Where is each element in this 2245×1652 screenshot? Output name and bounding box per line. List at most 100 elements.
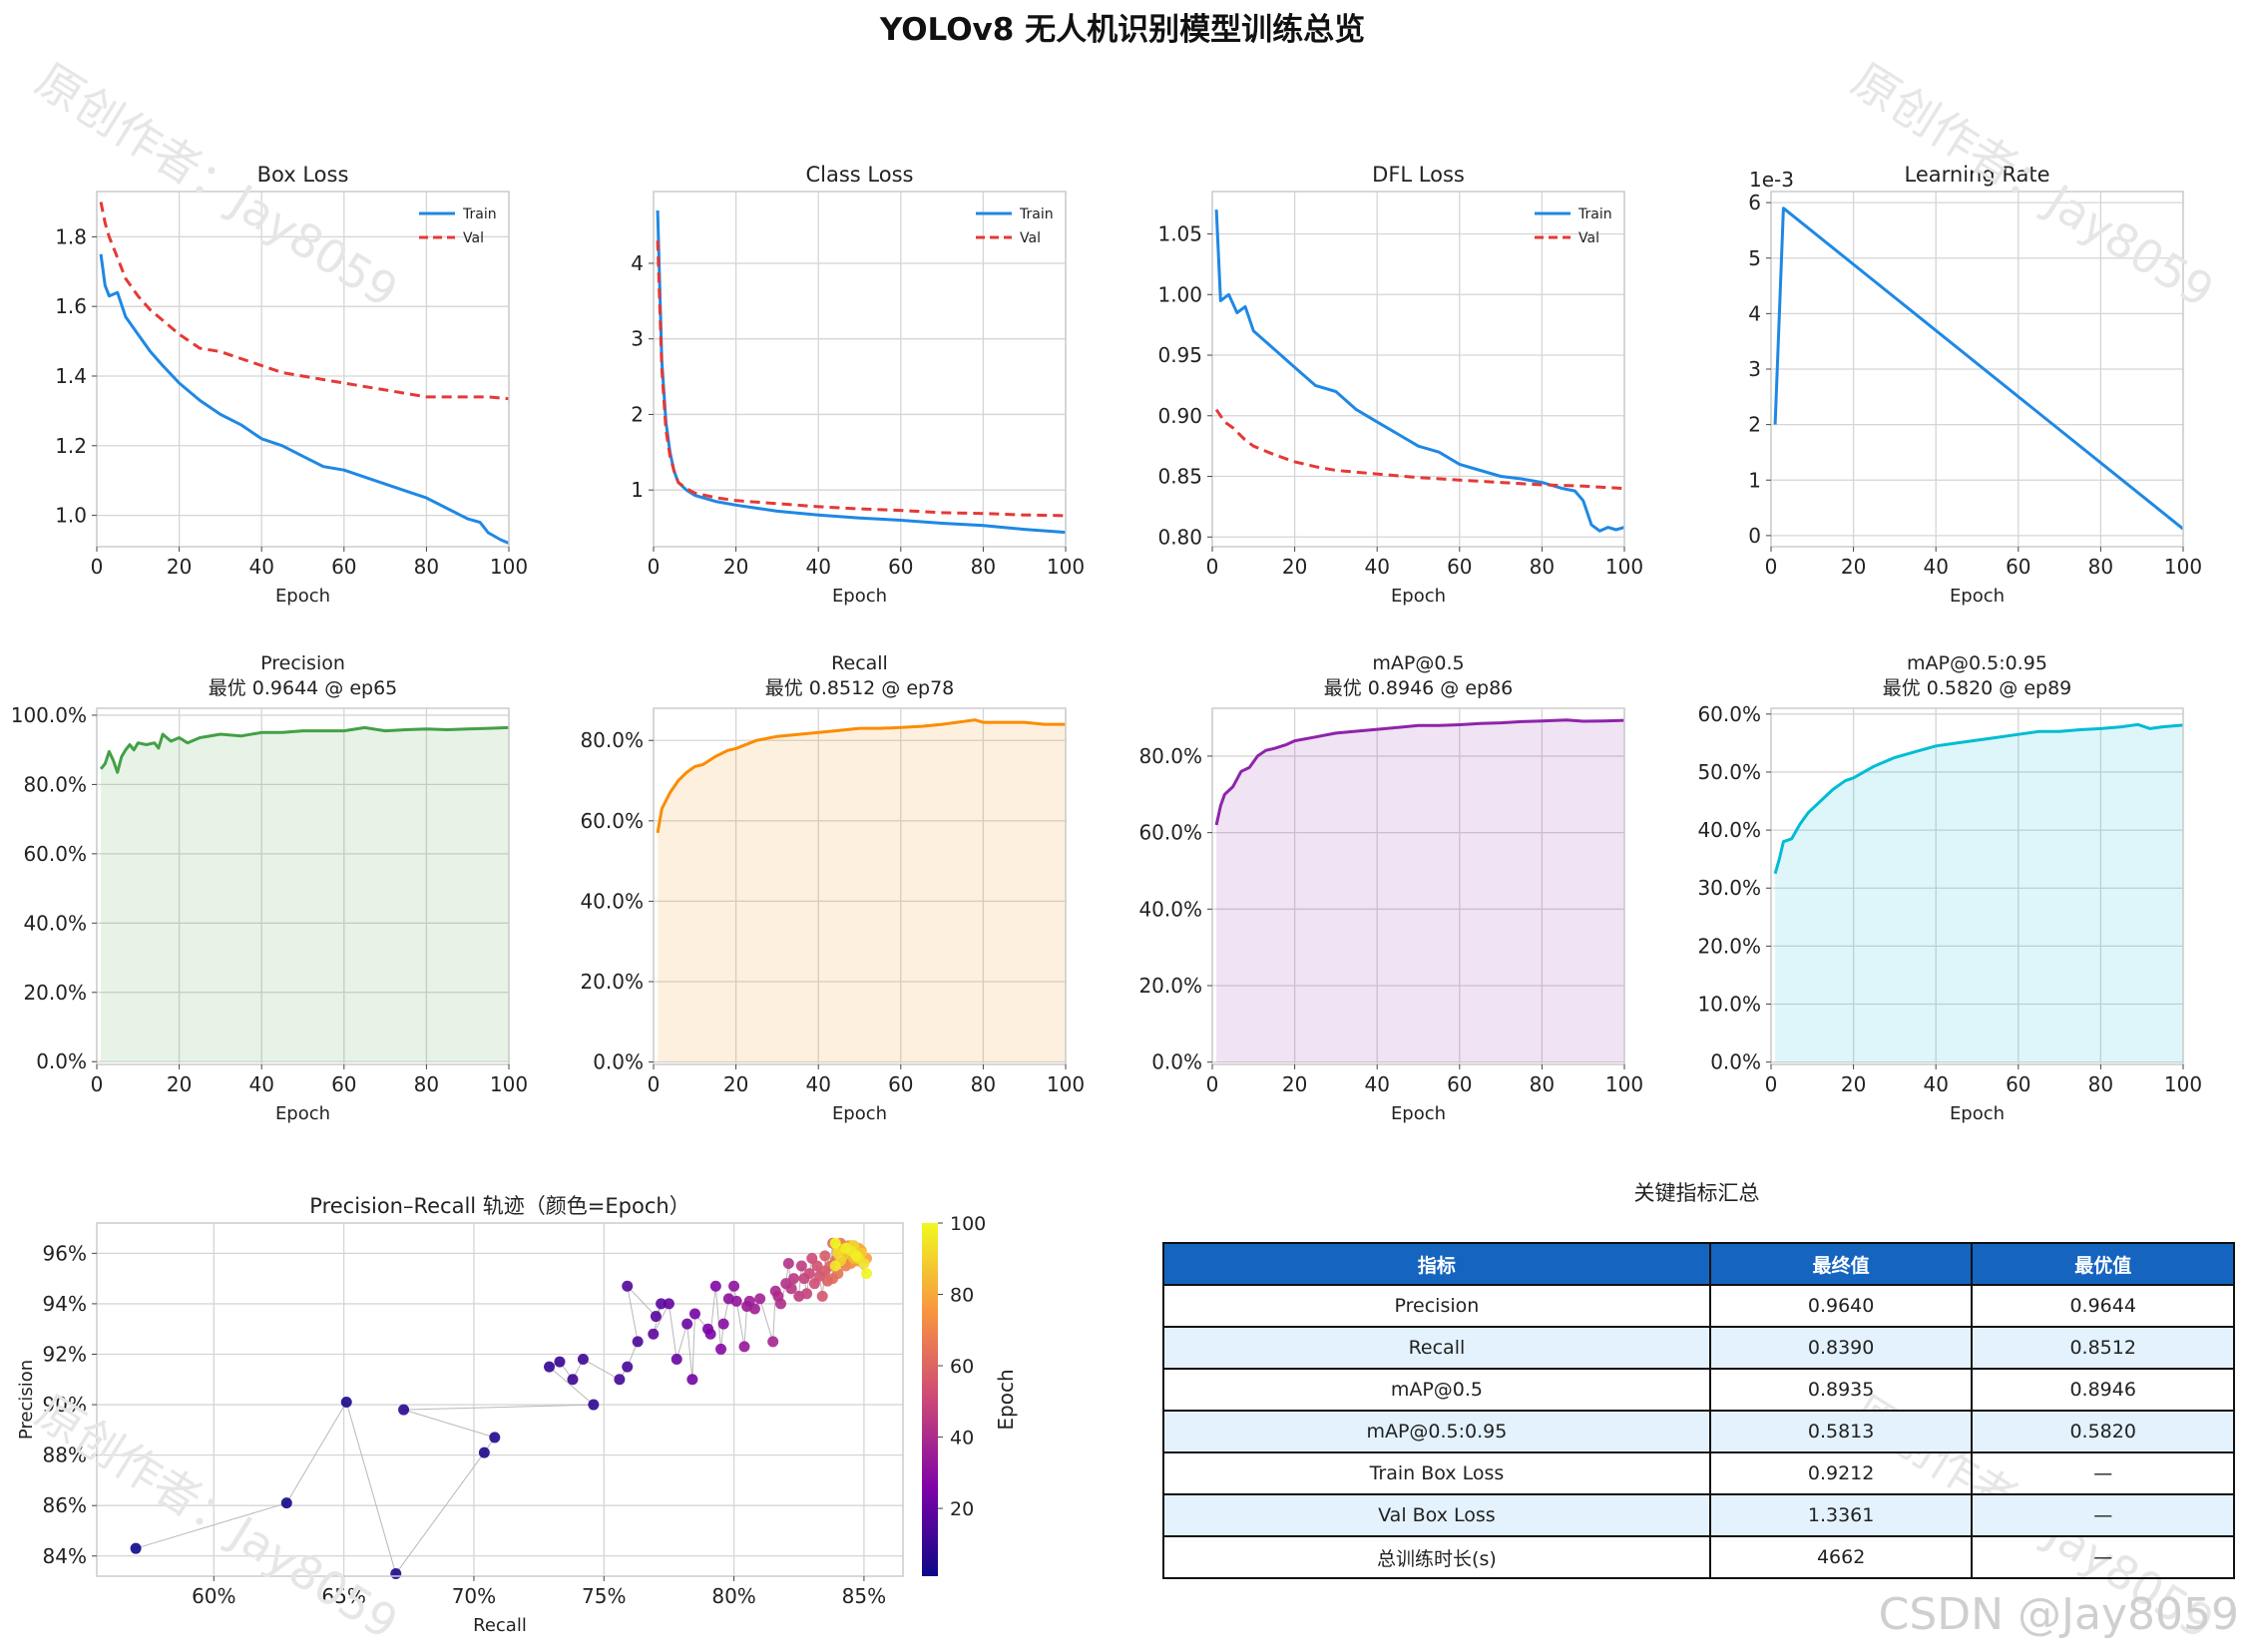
x-tick-label: 100 — [1047, 1072, 1085, 1096]
x-tick-label: 0 — [1206, 555, 1219, 579]
chart-title: mAP@0.5:0.95 — [1907, 652, 2047, 674]
table-cell: 0.5813 — [1708, 1410, 1974, 1453]
y-tick-label: 1.8 — [55, 224, 87, 248]
legend-label: Val — [463, 230, 484, 246]
x-tick-label: 0 — [91, 555, 104, 579]
y-tick-label: 0.0% — [593, 1050, 644, 1074]
x-tick-label: 0 — [648, 555, 661, 579]
scatter-point — [632, 1336, 644, 1348]
series-line-train — [99, 253, 510, 545]
x-tick-label: 80 — [971, 1072, 996, 1096]
scatter-point — [801, 1288, 813, 1300]
legend-label: Val — [1020, 230, 1041, 246]
table-cell: 0.9640 — [1708, 1284, 1974, 1328]
chart-panel-1: Train Val 0 20 40 60 80 100 1 2 3 4 Epoch Class Loss — [631, 163, 1085, 607]
x-tick-label: 40 — [805, 1072, 830, 1096]
chart-panel-2: Train Val 0 20 40 60 80 100 0.80 0.85 0.90 0.95 1.00… — [1157, 163, 1643, 607]
x-axis-label: Epoch — [1950, 586, 2005, 607]
y-tick-label: 40.0% — [23, 911, 87, 935]
chart-title: Box Loss — [257, 163, 349, 187]
scatter-point — [588, 1399, 600, 1411]
legend-label: Val — [1578, 230, 1599, 246]
y-tick-label: 1.05 — [1157, 222, 1202, 246]
colorbar-tick-label: 40 — [950, 1428, 974, 1449]
scatter-point — [715, 1343, 727, 1355]
scatter-point — [795, 1260, 807, 1272]
scatter-point — [130, 1542, 142, 1554]
table-cell: 0.9644 — [1971, 1284, 2235, 1328]
metrics-table: 指标 最终值 最优值 Precision 0.9640 0.9644 Recall 0.83… — [1162, 1242, 2235, 1579]
x-tick-label: 0 — [91, 1072, 104, 1096]
chart-title: Precision — [260, 652, 345, 674]
x-tick-label: 40 — [1364, 555, 1389, 579]
scatter-point — [738, 1341, 750, 1353]
table-cell: 0.5820 — [1971, 1410, 2235, 1453]
y-tick-label: 0.85 — [1157, 465, 1202, 489]
scatter-point — [622, 1280, 634, 1292]
chart-title: Precision–Recall 轨迹（颜色=Epoch） — [309, 1194, 689, 1218]
x-tick-label: 20 — [1282, 555, 1307, 579]
scatter-point — [829, 1260, 841, 1272]
series-line-val — [99, 202, 510, 401]
table-cell: mAP@0.5:0.95 — [1162, 1410, 1711, 1453]
table-header-cell: 指标 — [1162, 1242, 1711, 1286]
x-axis-label: Epoch — [1950, 1103, 2005, 1124]
table-row: Val Box Loss 1.3361— — [1162, 1493, 2235, 1537]
y-tick-label: 5 — [1748, 246, 1761, 270]
y-tick-label: 60.0% — [23, 842, 87, 866]
x-tick-label: 100 — [490, 1072, 528, 1096]
y-tick-label: 1.0 — [55, 504, 87, 528]
table-row: mAP@0.5:0.95 0.5813 0.5820 — [1162, 1410, 2235, 1453]
table-cell: — — [1971, 1493, 2235, 1537]
colorbar-tick-label: 100 — [950, 1213, 986, 1235]
y-tick-label: 1 — [631, 478, 644, 502]
scatter-point — [748, 1303, 760, 1315]
scatter-point — [544, 1361, 556, 1373]
x-tick-label: 80 — [1530, 1072, 1555, 1096]
scatter-point — [663, 1298, 674, 1310]
y-tick-label: 80.0% — [580, 728, 644, 752]
y-tick-label: 6 — [1748, 191, 1761, 214]
scatter-point — [686, 1374, 698, 1386]
y-tick-label: 0.90 — [1157, 404, 1202, 428]
colorbar — [922, 1223, 938, 1576]
x-tick-label: 80 — [414, 1072, 439, 1096]
y-tick-label: 3 — [1748, 357, 1761, 381]
y-tick-label: 20.0% — [580, 970, 644, 994]
y-tick-label: 0 — [1748, 524, 1761, 548]
table-cell: Recall — [1162, 1326, 1711, 1370]
y-tick-label: 20.0% — [1697, 934, 1761, 958]
x-axis-label: Epoch — [1391, 586, 1446, 607]
x-tick-label: 80 — [2088, 1072, 2113, 1096]
chart-panel-3: 1e-3 0 20 40 60 80 100 0 1 2 3 4 5 6 Epoch Learning Rat… — [1748, 163, 2202, 607]
y-tick-label: 30.0% — [1697, 876, 1761, 900]
x-tick-label: 80 — [1530, 555, 1555, 579]
area-fill — [101, 727, 509, 1062]
y-tick-label: 0.0% — [1710, 1050, 1761, 1074]
x-tick-label: 60 — [331, 1072, 356, 1096]
x-tick-label: 0 — [1765, 555, 1778, 579]
x-tick-label: 60 — [2006, 1072, 2030, 1096]
scatter-point — [774, 1298, 786, 1310]
scatter-point — [811, 1260, 823, 1272]
x-tick-label: 100 — [490, 555, 528, 579]
y-tick-label: 1.6 — [55, 294, 87, 318]
table-header-cell: 最优值 — [1971, 1242, 2235, 1286]
table-cell: — — [1971, 1535, 2235, 1579]
table-cell: 0.8935 — [1708, 1368, 1974, 1412]
y-tick-label: 20.0% — [1138, 974, 1202, 998]
x-tick-label: 80% — [711, 1584, 755, 1608]
scatter-point — [577, 1354, 589, 1366]
scatter-point — [730, 1295, 742, 1307]
y-axis-label: Precision — [16, 1360, 37, 1440]
series-line-train — [656, 209, 1067, 535]
y-tick-label: 96% — [43, 1241, 87, 1265]
scatter-point — [858, 1257, 870, 1269]
x-tick-label: 40 — [248, 555, 273, 579]
table-body: Precision 0.9640 0.9644 Recall 0.8390 0.8512 m… — [1162, 1284, 2235, 1579]
table-header-cell: 最终值 — [1708, 1242, 1974, 1286]
chart-panel-4: 0 20 40 60 80 100 0.0% 20.0% 40.0% 60.0% 80.0% 100.… — [11, 652, 528, 1124]
y-tick-label: 10.0% — [1697, 993, 1761, 1017]
y-tick-label: 20.0% — [23, 981, 87, 1005]
scatter-point — [390, 1567, 402, 1579]
